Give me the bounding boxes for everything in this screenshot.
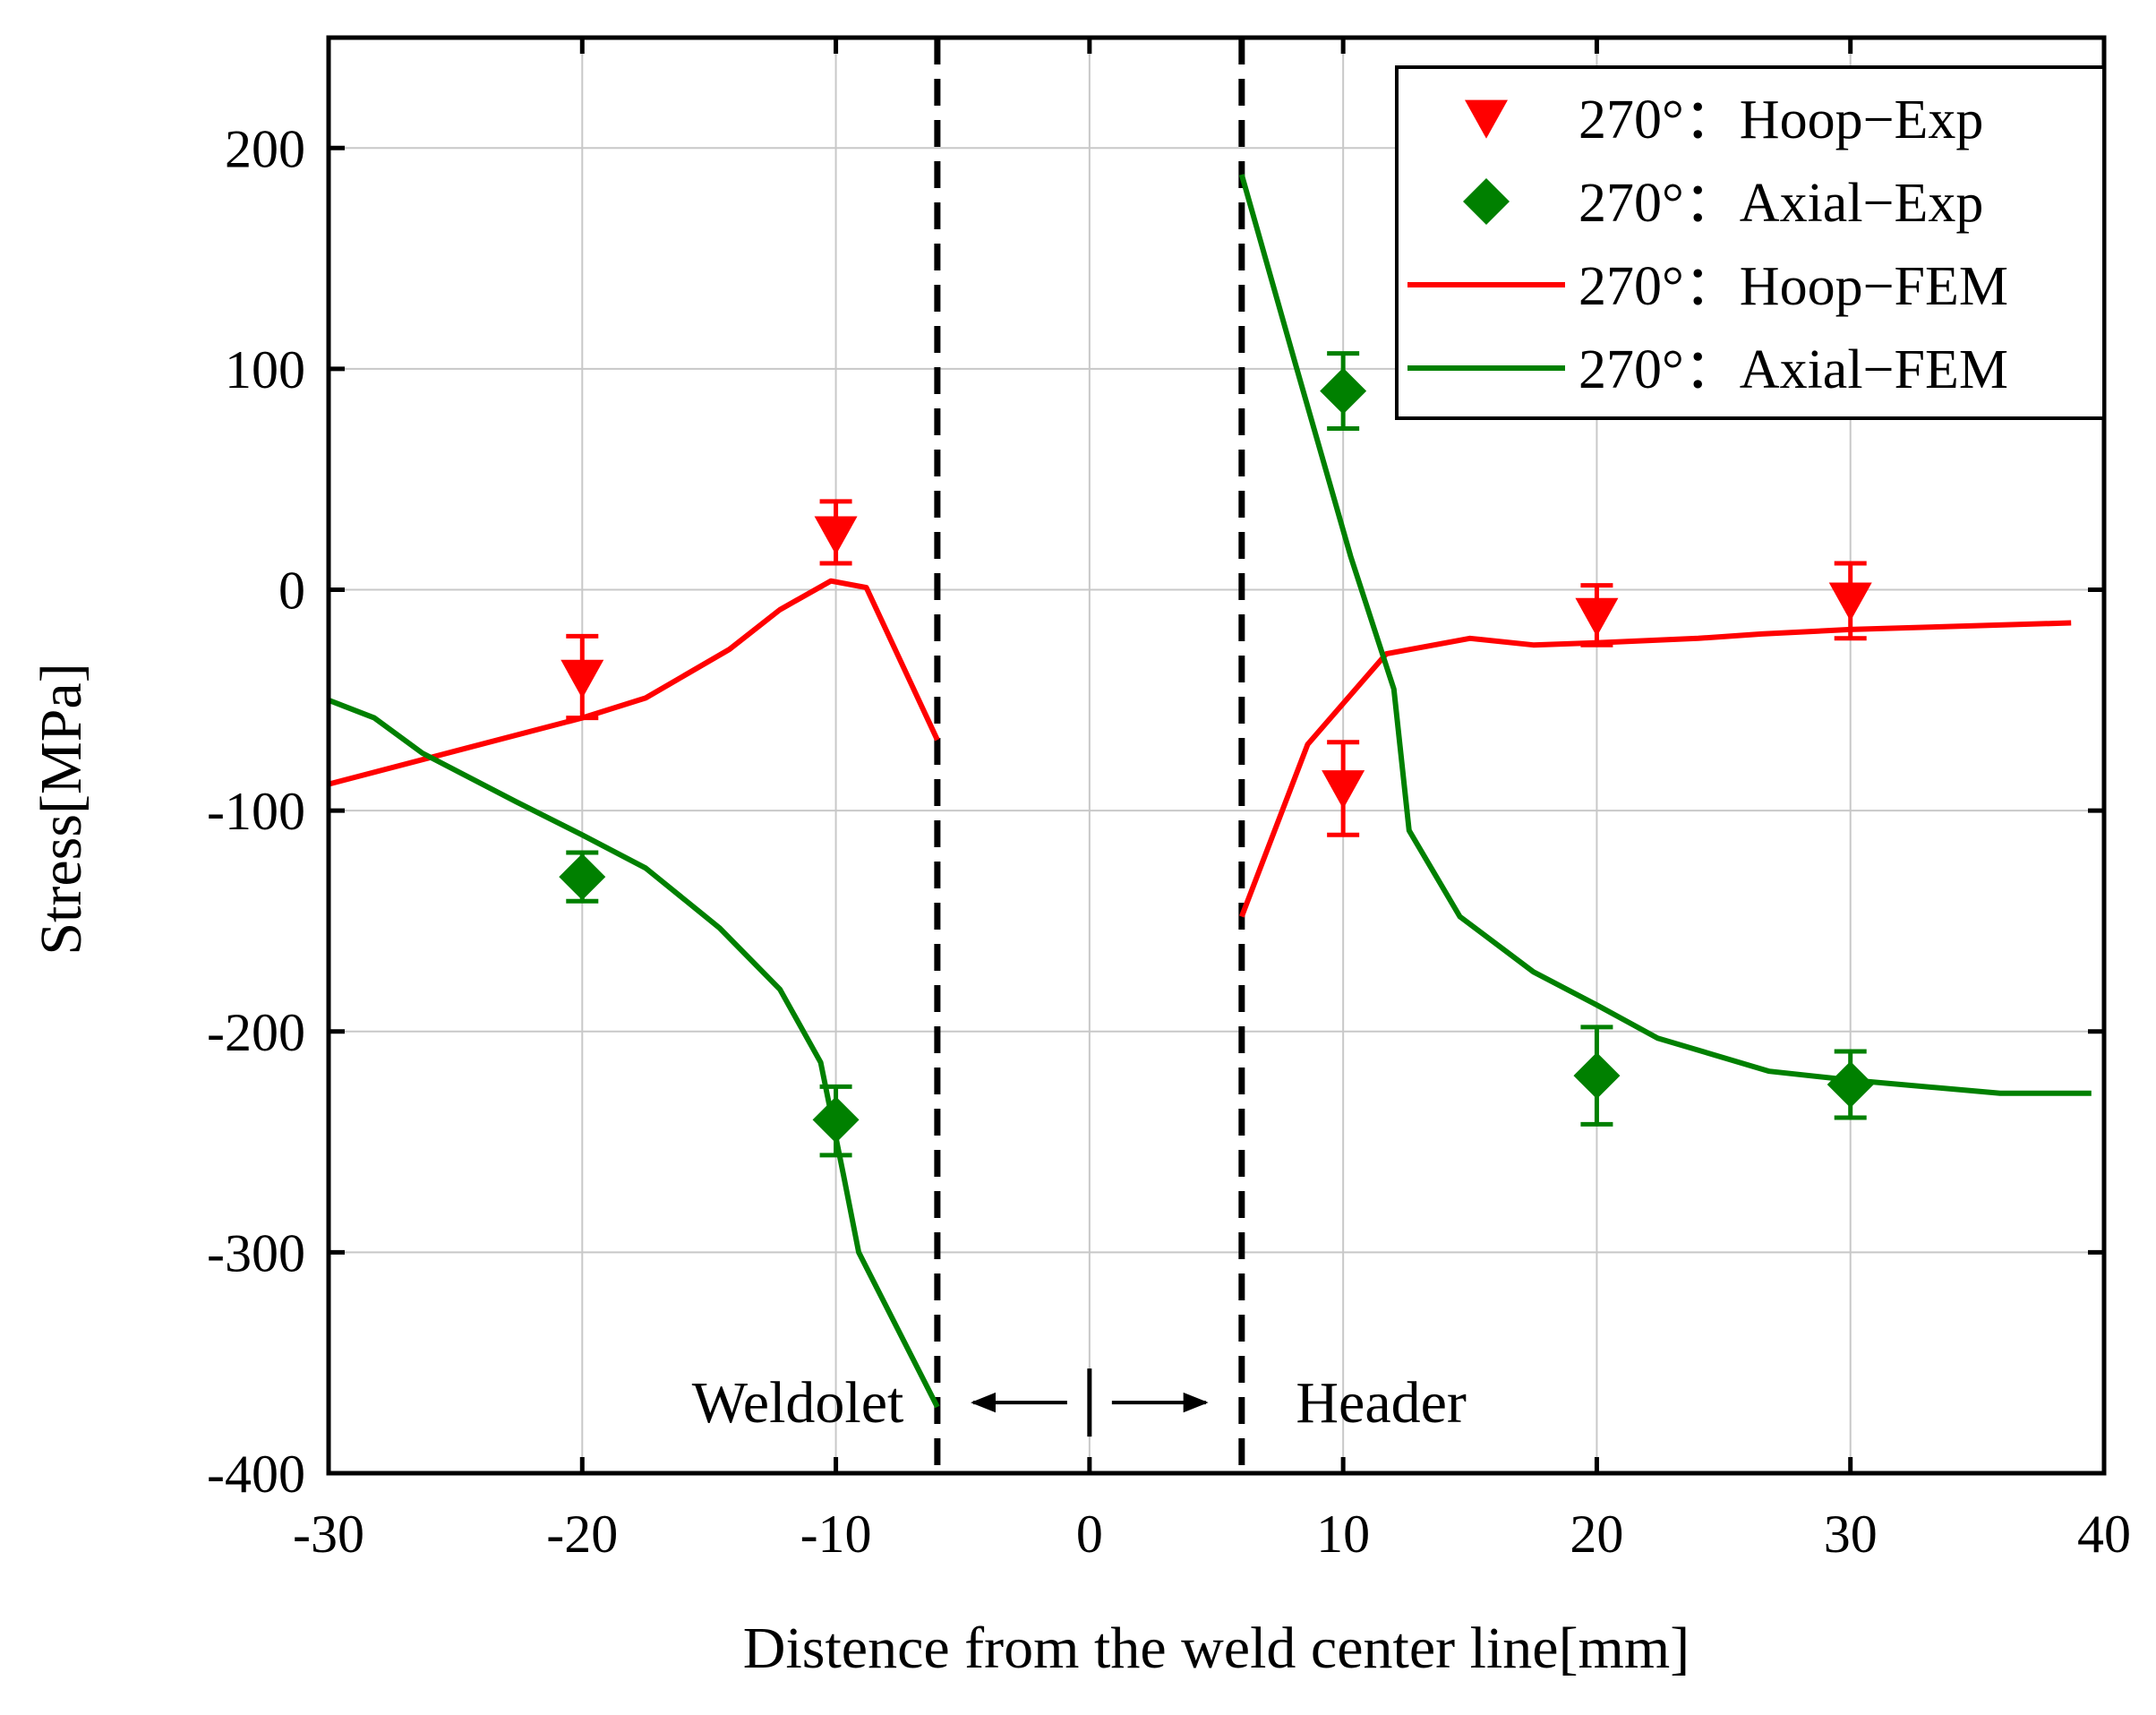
fem-line-segment — [327, 698, 940, 1409]
legend-entry-label: 270°：Axial−FEM — [1578, 339, 2008, 400]
y-tick-label: 0 — [278, 562, 305, 621]
region-boundaries — [934, 38, 1245, 1473]
axes: -30 -20 -10 0 10 20 30 40-400-300-200-100010020… — [207, 35, 2131, 1564]
hoop-exp-point — [814, 516, 858, 555]
axial-exp-point — [812, 1096, 860, 1144]
hoop-exp-point — [560, 659, 604, 699]
x-tick-label: 30 — [1824, 1505, 1878, 1564]
legend-hoop-marker — [1465, 99, 1508, 139]
x-tick-label: 0 — [1076, 1505, 1103, 1564]
y-axis-title: Stress[MPa] — [29, 663, 94, 955]
legend-entry-label: 270°：Hoop−Exp — [1578, 90, 1983, 150]
annotations: Weldolet Header — [692, 1368, 1467, 1437]
x-tick-label: 40 — [2077, 1505, 2131, 1564]
header-label: Header — [1296, 1370, 1467, 1436]
y-tick-label: 100 — [225, 340, 305, 399]
weldolet-label: Weldolet — [692, 1370, 904, 1436]
x-tick-label: -20 — [546, 1505, 618, 1564]
axial-exp-point — [1573, 1052, 1621, 1100]
y-tick-label: 200 — [225, 119, 305, 178]
exp-markers — [559, 351, 1874, 1158]
plot-frame — [326, 35, 2107, 1476]
x-tick-label: -30 — [293, 1505, 364, 1564]
x-tick-label: 20 — [1570, 1505, 1623, 1564]
axial-exp-point — [1320, 367, 1367, 415]
hoop-exp-point — [1828, 582, 1872, 622]
legend-box — [1395, 65, 2106, 420]
axial-exp-point — [1827, 1060, 1874, 1108]
y-tick-label: -200 — [207, 1003, 305, 1062]
x-tick-label: 10 — [1316, 1505, 1370, 1564]
x-axis-title: Distence from the weld center line[mm] — [743, 1616, 1690, 1681]
fem-lines — [327, 174, 2092, 1409]
y-tick-label: -300 — [207, 1223, 305, 1282]
axial-exp-point — [559, 853, 606, 901]
fem-line-segment — [328, 578, 940, 787]
hoop-exp-point — [1575, 597, 1619, 637]
legend-axial-marker — [1463, 178, 1510, 225]
y-tick-label: -400 — [207, 1445, 305, 1504]
legend-entry-label: 270°：Hoop−FEM — [1578, 256, 2008, 317]
legend-entry-label: 270°：Axial−Exp — [1578, 173, 1983, 234]
hoop-exp-point — [1322, 770, 1365, 810]
legend: 270°：Hoop−Exp 270°：Axial−Exp 270°：Hoop−FEM… — [1395, 65, 2106, 420]
y-tick-label: -100 — [207, 782, 305, 841]
fem-line-segment — [1238, 620, 2072, 918]
x-tick-label: -10 — [800, 1505, 872, 1564]
